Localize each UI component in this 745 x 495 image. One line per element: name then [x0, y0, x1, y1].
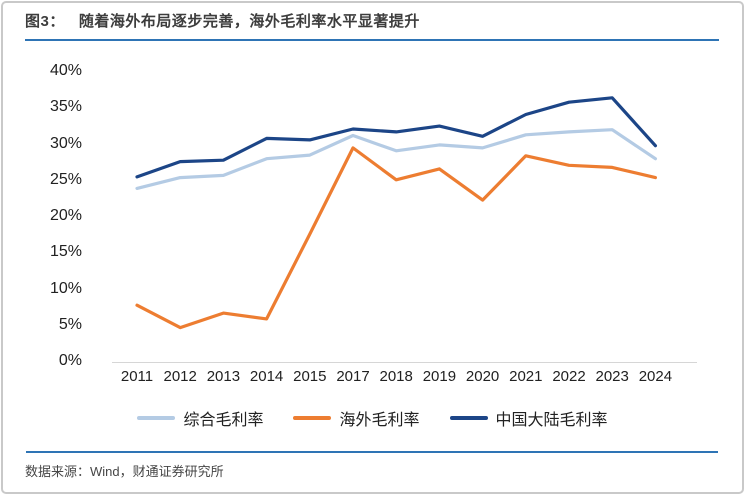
legend-label: 中国大陆毛利率	[495, 412, 608, 429]
x-axis-tick-label: 2024	[638, 368, 673, 385]
legend-line-swatch	[449, 416, 488, 420]
figure-number-label: 图3：	[25, 13, 65, 30]
series-line-海外毛利率	[135, 146, 658, 330]
series-line-中国大陆毛利率	[135, 96, 658, 179]
title-divider	[25, 39, 719, 41]
x-axis-tick-label: 2012	[163, 368, 197, 385]
x-axis-tick-label: 2017	[336, 368, 370, 385]
chart-legend: 综合毛利率 海外毛利率 中国大陆毛利率	[0, 406, 745, 430]
data-source: 数据来源：Wind，财通证券研究所	[25, 464, 224, 479]
x-axis-tick-label: 2015	[293, 368, 327, 385]
y-axis-tick-label: 10%	[49, 279, 82, 297]
y-axis-tick-label: 5%	[58, 315, 82, 333]
y-axis-tick-label: 40%	[49, 62, 82, 79]
y-axis-tick-label: 15%	[49, 243, 82, 261]
x-axis-tick-label: 2022	[552, 368, 586, 385]
x-axis-line	[112, 362, 697, 363]
y-axis-tick-label: 30%	[49, 134, 82, 152]
legend-label: 综合毛利率	[183, 412, 264, 429]
legend-item: 海外毛利率	[293, 406, 420, 430]
legend-line-swatch	[293, 416, 332, 420]
legend-line-swatch	[137, 416, 176, 420]
y-axis-tick-label: 25%	[49, 170, 82, 188]
y-axis-tick-label: 0%	[58, 352, 82, 369]
y-axis-tick-label: 35%	[49, 98, 82, 116]
legend-item: 中国大陆毛利率	[449, 406, 608, 430]
x-axis-tick-label: 2021	[509, 368, 543, 385]
legend-item: 综合毛利率	[137, 406, 263, 430]
x-axis-tick-label: 2011	[120, 368, 154, 385]
x-axis-tick-label: 2023	[595, 368, 629, 385]
line-chart	[135, 96, 658, 330]
series-line-综合毛利率	[135, 128, 658, 190]
figure-title: 图3： 随着海外布局逐步完善，海外毛利率水平显著提升	[25, 10, 725, 31]
legend-label: 海外毛利率	[339, 412, 420, 429]
x-axis-tick-label: 2018	[379, 368, 413, 385]
y-axis-tick-label: 20%	[49, 207, 82, 224]
footer-divider	[26, 451, 718, 453]
x-axis-tick-label: 2019	[422, 368, 457, 385]
figure-title-text: 随着海外布局逐步完善，海外毛利率水平显著提升	[78, 13, 420, 30]
x-axis-tick-label: 2013	[206, 368, 241, 385]
x-axis-tick-label: 2020	[465, 368, 500, 385]
x-axis-tick-label: 2014	[249, 368, 284, 385]
